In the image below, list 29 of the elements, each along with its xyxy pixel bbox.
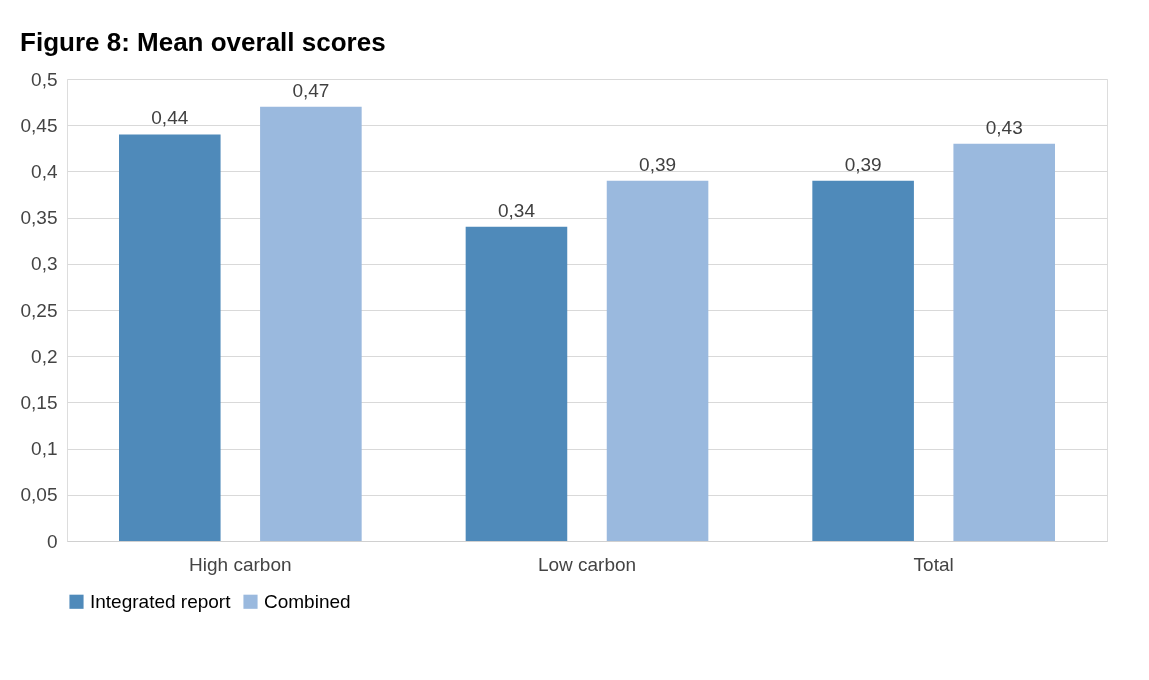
- bar: [260, 106, 362, 541]
- data-label: 0,39: [639, 153, 677, 175]
- x-tick-label: High carbon: [189, 553, 292, 575]
- data-label: 0,43: [985, 116, 1023, 138]
- x-tick-label: Low carbon: [537, 553, 637, 575]
- bar: [119, 134, 221, 541]
- y-tick-label: 0,5: [31, 68, 58, 90]
- y-tick-label: 0,35: [20, 207, 58, 229]
- y-tick-label: 0,25: [20, 299, 58, 321]
- data-label: 0,34: [497, 199, 536, 221]
- y-tick-label: 0,45: [20, 114, 58, 136]
- data-label: 0,39: [844, 153, 882, 175]
- legend-label: Combined: [264, 590, 351, 612]
- x-tick-label: Total: [913, 553, 954, 575]
- y-tick-label: 0,4: [31, 160, 58, 182]
- data-label: 0,47: [292, 79, 330, 101]
- bar: [606, 180, 709, 541]
- y-tick-label: 0,05: [20, 484, 58, 506]
- bar: [812, 180, 914, 541]
- y-tick-label: 0,3: [31, 253, 58, 275]
- data-label: 0,44: [151, 107, 189, 129]
- bar: [953, 143, 1055, 541]
- y-tick-label: 0: [46, 530, 58, 552]
- y-tick-label: 0,15: [20, 391, 58, 413]
- y-tick-label: 0,1: [31, 438, 58, 460]
- legend-label: Integrated report: [90, 590, 232, 612]
- chart-title: Figure 8: Mean overall scores: [20, 27, 386, 57]
- bar: [465, 226, 568, 541]
- y-tick-label: 0,2: [31, 345, 58, 367]
